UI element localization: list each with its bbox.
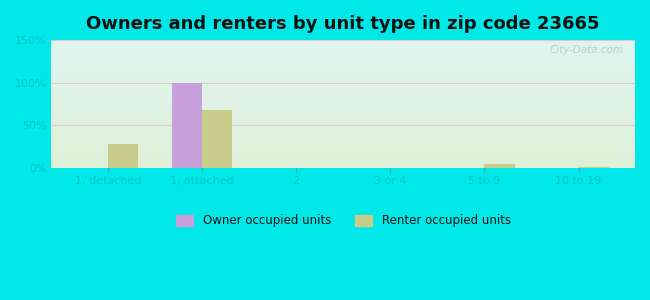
- Bar: [484, 164, 515, 168]
- Legend: Owner occupied units, Renter occupied units: Owner occupied units, Renter occupied un…: [171, 210, 515, 232]
- Title: Owners and renters by unit type in zip code 23665: Owners and renters by unit type in zip c…: [86, 15, 600, 33]
- Bar: [578, 167, 608, 168]
- Text: City-Data.com: City-Data.com: [549, 45, 623, 55]
- Bar: [172, 83, 202, 168]
- Bar: [202, 110, 232, 168]
- Bar: [108, 144, 138, 168]
